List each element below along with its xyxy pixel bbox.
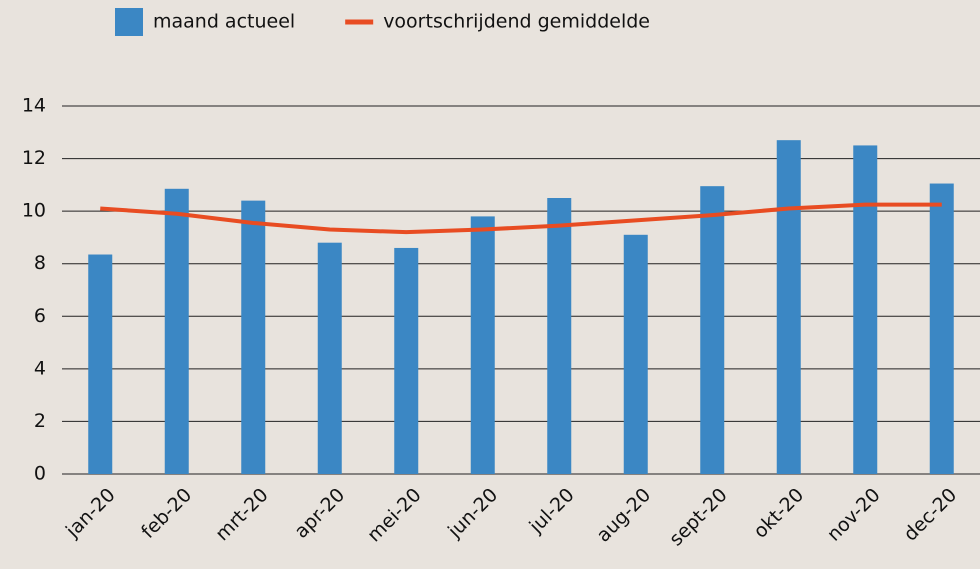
y-tick-label: 6 bbox=[34, 305, 46, 327]
bar bbox=[470, 216, 495, 474]
y-tick-label: 4 bbox=[34, 357, 46, 379]
y-tick-label: 14 bbox=[22, 95, 46, 117]
y-tick-label: 0 bbox=[34, 463, 46, 485]
bar bbox=[317, 242, 342, 474]
bar bbox=[700, 186, 725, 474]
y-tick-label: 10 bbox=[22, 200, 46, 222]
bar bbox=[547, 198, 572, 474]
legend-label: maand actueel bbox=[153, 11, 295, 33]
bar bbox=[394, 247, 419, 474]
y-tick-label: 12 bbox=[22, 147, 46, 169]
bar bbox=[853, 145, 878, 474]
y-tick-label: 2 bbox=[34, 410, 46, 432]
line bbox=[100, 202, 942, 235]
bar bbox=[776, 140, 801, 474]
y-tick-label: 8 bbox=[34, 252, 46, 274]
bar bbox=[929, 183, 954, 475]
bar bbox=[241, 200, 266, 474]
legend-swatch bbox=[115, 8, 143, 36]
legend-label: voortschrijdend gemiddelde bbox=[383, 11, 650, 33]
bar bbox=[88, 254, 113, 474]
bar bbox=[623, 234, 648, 474]
bar bbox=[164, 188, 189, 475]
